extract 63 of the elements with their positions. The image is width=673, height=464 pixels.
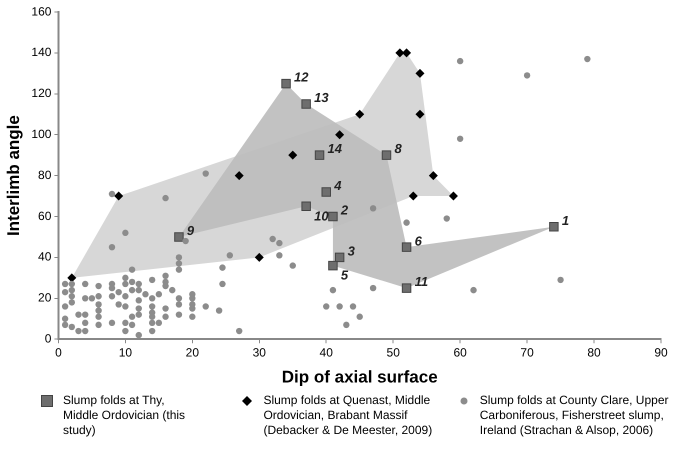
x-tick-label: 10 [118, 346, 132, 360]
point [301, 99, 311, 109]
y-tick-label: 140 [31, 45, 52, 60]
x-tick-label: 30 [252, 346, 266, 360]
point [254, 252, 264, 262]
point [234, 171, 244, 180]
point [415, 68, 424, 78]
x-tick-label: 40 [320, 346, 334, 360]
point [335, 130, 344, 140]
y-tick-label: 0 [44, 332, 52, 346]
annotation: 1 [562, 212, 570, 228]
y-axis-title: Interlimb angle [4, 115, 23, 236]
x-tick-label: 0 [55, 346, 62, 360]
point [402, 283, 412, 293]
legend-label: Slump folds at County Clare, Upper Carboniferous, Fisherstreet slump, Ireland (Strachan & Alsop, 2006) [480, 393, 670, 438]
legend-label: Slump folds at Quenast, Middle Ordovician, Brabant Massif (Debacker & De Meester, 2009) [263, 393, 434, 438]
point [288, 150, 298, 160]
point [314, 150, 324, 160]
annotation: 5 [340, 268, 349, 283]
y-tick-label: 100 [31, 127, 52, 142]
annotation: 4 [333, 178, 342, 194]
x-tick-label: 70 [520, 346, 534, 360]
y-tick-label: 20 [38, 290, 52, 305]
point [328, 212, 338, 222]
y-tick-label: 120 [31, 86, 52, 100]
legend-label: Slump folds at Thy, Middle Ordovician (this study) [63, 393, 186, 438]
point [402, 48, 412, 58]
point [114, 192, 124, 201]
point [408, 192, 418, 201]
x-tick-label: 60 [453, 346, 468, 360]
point [415, 110, 424, 119]
y-tick-label: 80 [38, 168, 52, 182]
x-tick-label: 50 [386, 346, 400, 360]
point [382, 150, 392, 160]
point [174, 232, 184, 242]
x-tick-label: 90 [654, 346, 668, 360]
point [448, 192, 458, 201]
point [549, 222, 559, 232]
annotation: 6 [414, 233, 423, 248]
point [301, 202, 311, 212]
annotation: 10 [314, 208, 330, 224]
point [428, 171, 438, 180]
y-tick-label: 40 [38, 250, 52, 264]
x-tick-label: 20 [186, 346, 200, 360]
y-tick-label: 160 [31, 4, 52, 18]
annotation: 2 [340, 202, 349, 218]
point [402, 242, 412, 252]
point [328, 260, 338, 270]
annotation: 13 [314, 90, 330, 106]
annotation: 9 [186, 223, 195, 238]
point [321, 187, 331, 197]
annotation: 8 [394, 141, 402, 156]
point [395, 48, 404, 58]
annotation: 12 [294, 70, 310, 85]
annotation: 14 [328, 141, 343, 156]
x-tick-label: 80 [587, 346, 602, 360]
y-tick-label: 60 [38, 208, 52, 223]
point [281, 78, 291, 88]
point [355, 110, 364, 119]
annotation: 11 [414, 274, 428, 290]
annotation: 3 [348, 243, 356, 258]
point [334, 252, 344, 262]
x-axis-title: Dip of axial surface [282, 367, 438, 386]
